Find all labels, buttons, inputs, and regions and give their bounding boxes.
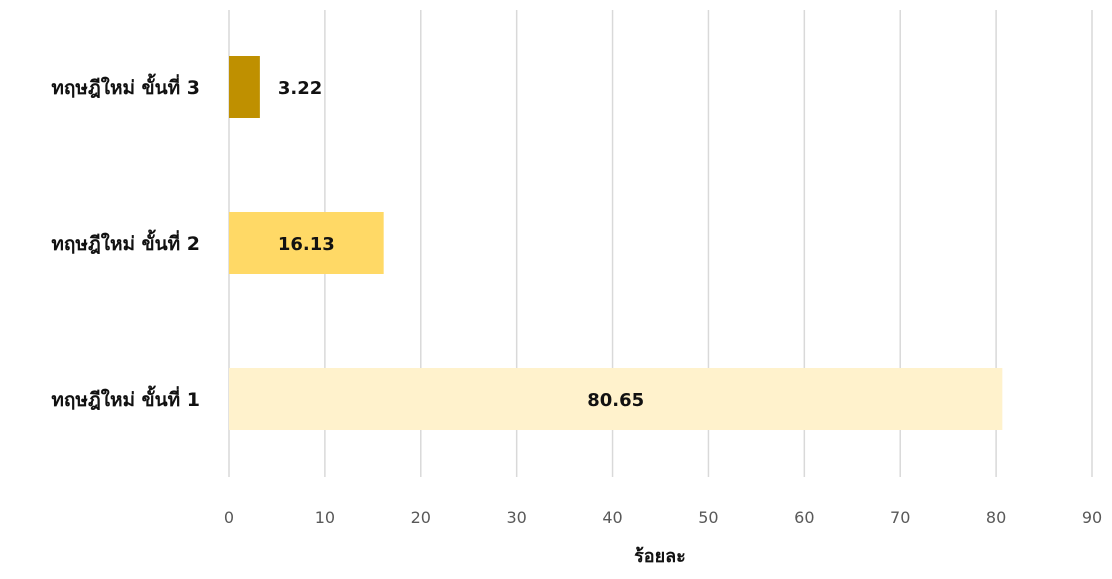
x-tick-label: 40 [602,508,622,527]
x-tick-label: 10 [315,508,335,527]
bars [229,56,1003,430]
x-tick-label: 30 [506,508,526,527]
data-label: 16.13 [278,234,335,255]
x-tick-label: 60 [794,508,814,527]
gridlines [228,10,1093,477]
x-tick-label: 0 [224,508,234,527]
category-label: ทฤษฎีใหม่ ขั้นที่ 3 [51,73,200,99]
category-labels: ทฤษฎีใหม่ ขั้นที่ 1 ทฤษฎีใหม่ ขั้นที่ 2 ทฤ… [51,73,200,411]
x-tick-label: 50 [698,508,718,527]
x-tick-label: 20 [411,508,431,527]
data-labels: 80.65 16.13 3.22 [278,78,644,411]
x-tick-label: 70 [890,508,910,527]
x-axis-title: ร้อยละ [634,546,686,567]
bar [229,212,384,274]
data-label: 3.22 [278,78,322,99]
x-tick-label: 90 [1082,508,1102,527]
category-label: ทฤษฎีใหม่ ขั้นที่ 1 [51,385,200,411]
x-tick-labels: 0 10 20 30 40 50 60 70 80 90 [224,508,1102,527]
category-label: ทฤษฎีใหม่ ขั้นที่ 2 [51,229,200,255]
x-tick-label: 80 [986,508,1006,527]
data-label: 80.65 [587,390,644,411]
bar [229,368,1003,430]
bar [229,56,260,118]
